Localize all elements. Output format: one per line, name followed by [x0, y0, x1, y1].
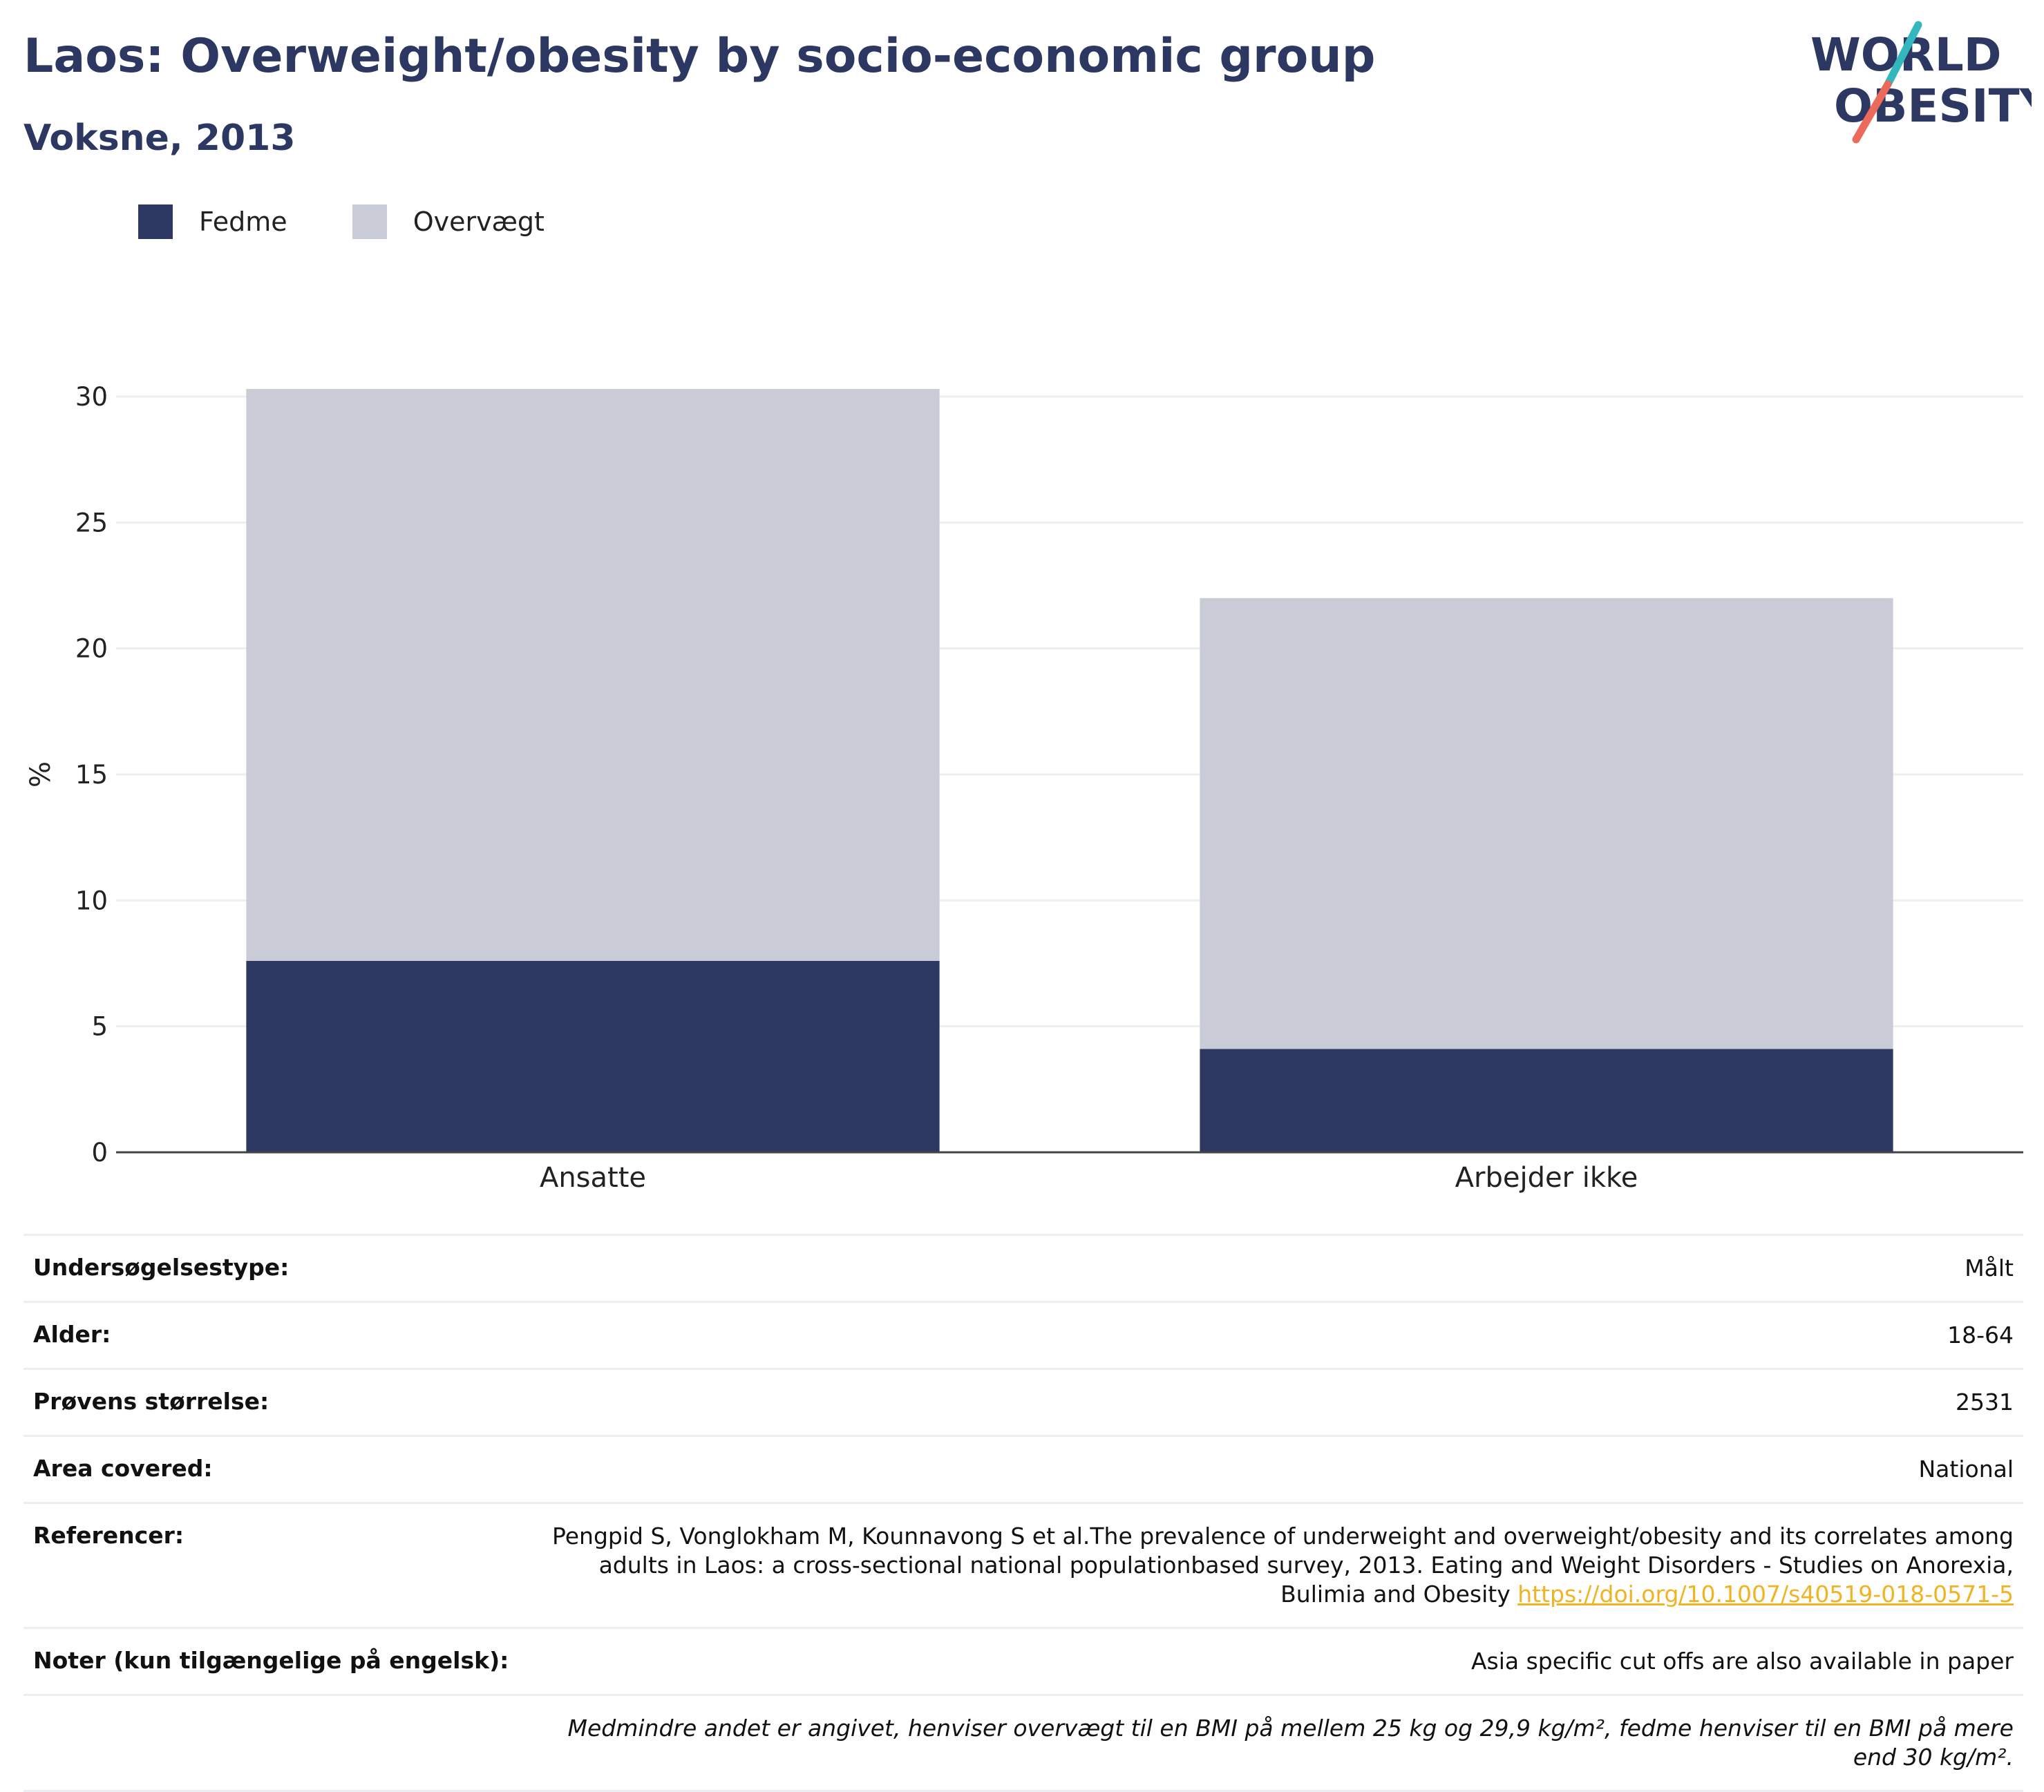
- chart-subtitle: Voksne, 2013: [23, 117, 296, 159]
- bar-segment-overvaegt: [1200, 598, 1893, 1049]
- logo-slash-bottom: [1852, 80, 1892, 144]
- info-value: National: [1918, 1456, 2014, 1483]
- logo-slash-top: [1884, 21, 1922, 88]
- legend-label-overvaegt: Overvægt: [413, 207, 545, 237]
- info-value: 18-64: [1947, 1322, 2014, 1348]
- bar-segment-fedme: [1200, 1049, 1893, 1152]
- legend-swatch-fedme: [138, 204, 173, 239]
- reference-link[interactable]: https://doi.org/10.1007/s40519-018-0571-…: [1517, 1581, 2014, 1608]
- notes-row: Noter (kun tilgængelige på engelsk): Asi…: [23, 1627, 2023, 1694]
- footnote: Medmindre andet er angivet, henviser ove…: [567, 1715, 2014, 1771]
- chart-title: Laos: Overweight/obesity by socio-econom…: [23, 29, 1376, 84]
- bar-chart: 0 5 10 15 20 25 30% Ansatte Arbejder ikke: [25, 382, 2023, 1194]
- legend: Fedme Overvægt: [138, 204, 578, 239]
- footnote-row: Medmindre andet er angivet, henviser ove…: [23, 1694, 2023, 1792]
- y-tick-label: 20: [75, 634, 108, 664]
- x-tick-label: Arbejder ikke: [1455, 1162, 1638, 1194]
- y-tick-label: 5: [91, 1012, 108, 1042]
- y-tick-label: 0: [91, 1138, 108, 1167]
- info-label: Undersøgelsestype:: [33, 1254, 290, 1281]
- reference-text: Pengpid S, Vonglokham M, Kounnavong S et…: [552, 1523, 2014, 1608]
- y-axis-label: %: [25, 761, 57, 788]
- bar-segment-overvaegt: [246, 389, 940, 961]
- info-row: Undersøgelsestype: Målt: [23, 1234, 2023, 1301]
- notes-label: Noter (kun tilgængelige på engelsk):: [33, 1647, 509, 1674]
- y-tick-label: 10: [75, 886, 108, 915]
- info-table: Undersøgelsestype: Målt Alder: 18-64 Prø…: [23, 1234, 2023, 1792]
- y-tick-label: 30: [75, 382, 108, 412]
- bar-segment-fedme: [246, 960, 940, 1152]
- reference-label: Referencer:: [33, 1522, 184, 1549]
- legend-item-fedme[interactable]: Fedme: [138, 204, 287, 239]
- info-label: Area covered:: [33, 1455, 213, 1482]
- legend-label-fedme: Fedme: [199, 207, 287, 237]
- y-tick-label: 15: [75, 760, 108, 790]
- y-tick-label: 25: [75, 508, 108, 537]
- legend-item-overvaegt[interactable]: Overvægt: [352, 204, 545, 239]
- reference-row: Referencer: Pengpid S, Vonglokham M, Kou…: [23, 1502, 2023, 1627]
- legend-swatch-overvaegt: [352, 204, 387, 239]
- x-tick-label: Ansatte: [540, 1162, 646, 1194]
- info-label: Prøvens størrelse:: [33, 1388, 269, 1415]
- info-row: Prøvens størrelse: 2531: [23, 1368, 2023, 1435]
- info-value: 2531: [1956, 1389, 2014, 1416]
- info-row: Area covered: National: [23, 1435, 2023, 1502]
- info-row: Alder: 18-64: [23, 1301, 2023, 1368]
- reference-value: Pengpid S, Vonglokham M, Kounnavong S et…: [521, 1522, 2014, 1609]
- info-value: Målt: [1965, 1255, 2014, 1281]
- notes-value: Asia specific cut offs are also availabl…: [1470, 1648, 2014, 1675]
- world-obesity-logo: WORLD OBESITY: [1810, 21, 2032, 144]
- info-label: Alder:: [33, 1321, 111, 1348]
